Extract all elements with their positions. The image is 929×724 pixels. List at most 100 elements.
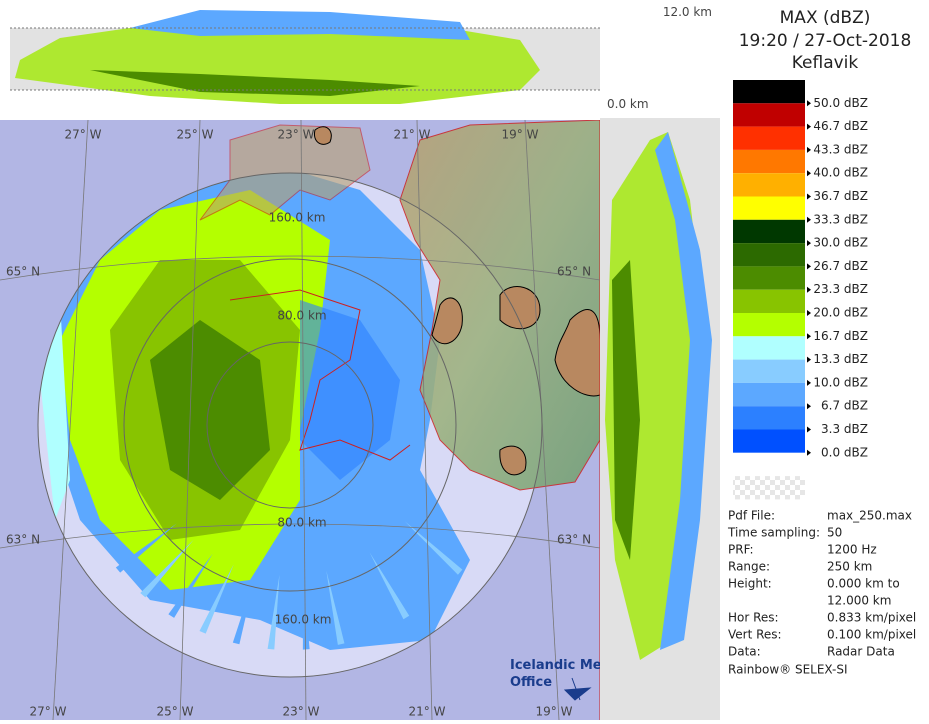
map-label: 63° N xyxy=(557,533,591,547)
echo-streak xyxy=(232,571,257,645)
legend-tick xyxy=(807,123,811,130)
legend-label: 30.0 dBZ xyxy=(813,236,868,250)
map-label: 19° W xyxy=(536,705,573,719)
legend-tick xyxy=(807,263,811,270)
glacier xyxy=(313,126,332,145)
map: 27° W 25° W 23° W 21° W 19° W 27° W 25° W 23° W… xyxy=(0,120,608,720)
coastline xyxy=(229,289,411,461)
legend-label: 23.3 dBZ xyxy=(813,282,868,296)
info-value: 12.000 km xyxy=(827,594,891,608)
info-label: Hor Res: xyxy=(728,611,779,625)
map-label: 21° W xyxy=(394,128,431,142)
legend-label: 33.3 dBZ xyxy=(813,212,868,226)
right-echo-blue xyxy=(655,132,712,650)
map-label: 27° W xyxy=(30,705,67,719)
info-value: 0.100 km/pixel xyxy=(827,628,916,642)
echo-core-blue xyxy=(300,300,400,480)
map-label: 19° W xyxy=(502,128,539,142)
legend-label: 6.7 dBZ xyxy=(821,399,868,413)
info-value: 1200 Hz xyxy=(827,543,877,557)
legend-label: 46.7 dBZ xyxy=(813,119,868,133)
echo-streak xyxy=(199,564,234,634)
info-label: Pdf File: xyxy=(728,509,775,523)
echo-streak xyxy=(388,538,438,600)
legend-tick xyxy=(807,310,811,316)
echo-dark-green xyxy=(150,320,270,500)
legend-swatch xyxy=(733,103,805,127)
map-label: 80.0 km xyxy=(277,516,326,530)
title: MAX (dBZ) xyxy=(780,8,871,28)
legend-label: 10.0 dBZ xyxy=(813,375,868,389)
legend-swatch xyxy=(733,406,805,430)
logo-text: Icelandic Met xyxy=(510,658,608,673)
map-label: 63° N xyxy=(6,533,40,547)
legend-label: 50.0 dBZ xyxy=(813,96,868,110)
legend-tick xyxy=(807,403,811,410)
map-label: 65° N xyxy=(557,265,591,279)
map-label: 80.0 km xyxy=(277,309,326,323)
time: 19:20 / 27-Oct-2018 xyxy=(739,31,912,51)
info-value: 0.000 km to xyxy=(827,577,900,591)
glacier xyxy=(499,445,527,476)
section-height: 0.0 km xyxy=(607,97,649,111)
glacier xyxy=(431,297,463,345)
legend-tick xyxy=(807,216,811,223)
glacier xyxy=(554,309,600,397)
meridian xyxy=(300,120,307,720)
info-label: Height: xyxy=(728,577,772,591)
legend-label: 26.7 dBZ xyxy=(813,259,868,273)
logo-text: Office xyxy=(510,675,552,690)
legend-label: 0.0 dBZ xyxy=(821,445,868,459)
meridian xyxy=(52,120,89,720)
range-ring xyxy=(123,258,457,592)
legend-label: 13.3 dBZ xyxy=(813,352,868,366)
legend-tick xyxy=(807,286,811,293)
echo-streak xyxy=(267,574,280,650)
legend-tick xyxy=(807,449,811,456)
map-label: 25° W xyxy=(157,705,194,719)
meridian xyxy=(179,120,201,720)
legend-tick xyxy=(807,240,811,247)
map-label: 23° W xyxy=(283,705,320,719)
map-label: 25° W xyxy=(177,128,214,142)
legend-swatch xyxy=(733,149,805,174)
echo-streak xyxy=(348,563,378,635)
echo-streak xyxy=(140,539,194,598)
map-label: 160.0 km xyxy=(269,211,326,225)
legend-tick xyxy=(807,356,811,363)
info-label: Range: xyxy=(728,560,770,574)
legend-swatch xyxy=(733,336,805,360)
legend-label: 3.3 dBZ xyxy=(821,422,868,436)
footer: Rainbow® SELEX-SI xyxy=(728,663,848,677)
legend-tick xyxy=(807,146,811,153)
info-value: 0.833 km/pixel xyxy=(827,611,916,625)
legend-swatch xyxy=(733,80,805,104)
right-echo-core xyxy=(612,260,640,560)
section-height: 12.0 km xyxy=(663,5,712,19)
legend-tick xyxy=(807,193,811,200)
site: Keflavik xyxy=(792,53,859,73)
parallel xyxy=(0,255,600,281)
echo-streak xyxy=(369,552,410,620)
legend-swatch xyxy=(733,219,805,244)
legend-tick xyxy=(807,333,811,340)
glacier xyxy=(499,286,541,330)
legend-label: 43.3 dBZ xyxy=(813,142,868,156)
legend-tick xyxy=(807,100,811,107)
map-label: 27° W xyxy=(65,128,102,142)
info-value: 250 km xyxy=(827,560,872,574)
echo-streak xyxy=(404,521,463,575)
meridian xyxy=(416,120,433,720)
echo-streak xyxy=(326,570,345,645)
legend-swatch xyxy=(733,313,805,337)
top-echo-core xyxy=(90,70,420,96)
legend-tick xyxy=(807,170,811,177)
legend-label: 16.7 dBZ xyxy=(813,329,868,343)
legend-swatch xyxy=(733,382,805,407)
legend-swatch xyxy=(733,476,805,500)
map-label: 160.0 km xyxy=(275,613,332,627)
info-value: 50 xyxy=(827,526,842,540)
map-label: 65° N xyxy=(6,265,40,279)
